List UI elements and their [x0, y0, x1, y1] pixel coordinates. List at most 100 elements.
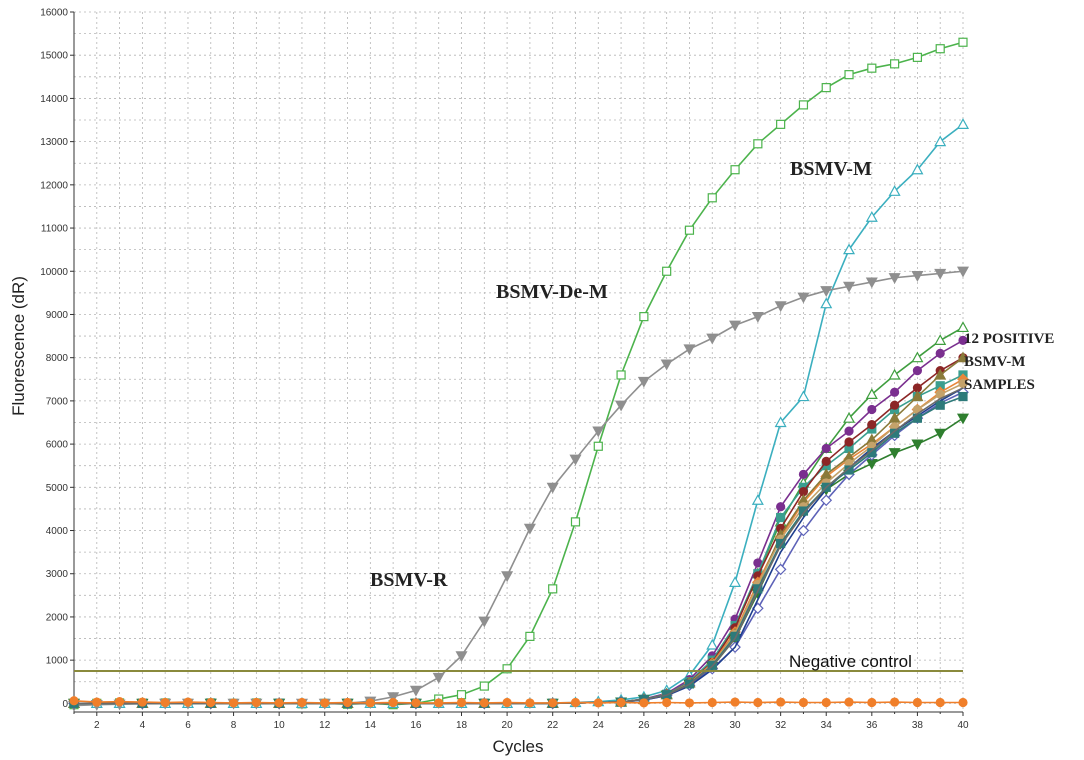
- data-point: [411, 698, 421, 708]
- x-tick-label: 18: [456, 720, 468, 731]
- label-positive-line-2: BSMV-M: [964, 354, 1025, 370]
- data-point: [388, 697, 398, 708]
- data-point: [888, 368, 901, 380]
- data-point: [821, 456, 831, 466]
- data-point: [320, 698, 330, 708]
- data-point: [820, 494, 833, 507]
- data-point: [958, 335, 968, 345]
- data-point: [890, 387, 900, 397]
- data-point: [934, 428, 947, 440]
- data-point: [502, 697, 512, 708]
- grid: [73, 11, 964, 712]
- data-point: [911, 439, 924, 451]
- data-point: [956, 413, 970, 425]
- data-point: [365, 698, 375, 708]
- data-point: [890, 59, 900, 69]
- data-point: [569, 454, 582, 466]
- data-point: [844, 70, 854, 80]
- x-tick-label: 6: [185, 720, 191, 731]
- data-point: [639, 312, 649, 322]
- data-point: [592, 426, 605, 438]
- data-point: [342, 697, 353, 708]
- series-line: [73, 699, 963, 704]
- y-tick-label: 7000: [46, 396, 69, 407]
- data-point: [525, 698, 535, 708]
- label-negative-control: Negative control: [789, 652, 912, 671]
- data-point: [821, 697, 831, 708]
- series-0: [69, 37, 968, 710]
- data-point: [867, 697, 877, 708]
- axes: 2 4 6 8 10 12 14 16 18 20 22 24 26 28 30 32 34 36 38 400100…: [40, 8, 969, 732]
- data-point: [776, 119, 786, 129]
- data-point: [523, 523, 536, 535]
- data-point: [888, 448, 901, 459]
- data-point: [616, 697, 626, 708]
- data-point: [865, 211, 878, 222]
- data-point: [890, 697, 900, 707]
- data-point: [479, 681, 489, 691]
- data-point: [160, 697, 170, 708]
- data-point: [867, 63, 877, 73]
- series-line: [74, 339, 964, 705]
- x-tick-label: 10: [274, 720, 286, 731]
- data-point: [525, 631, 535, 641]
- series-group: [67, 37, 970, 712]
- data-point: [776, 697, 786, 707]
- data-point: [820, 286, 833, 297]
- x-tick-label: 4: [140, 720, 146, 731]
- data-point: [774, 416, 787, 428]
- data-point: [729, 576, 742, 587]
- data-point: [707, 193, 717, 203]
- data-point: [251, 697, 261, 708]
- x-tick-label: 34: [821, 720, 833, 731]
- y-tick-label: 3000: [46, 569, 69, 580]
- data-point: [935, 348, 945, 358]
- data-point: [434, 698, 444, 708]
- data-point: [797, 390, 810, 402]
- label-bsmv-m: BSMV-M: [790, 158, 872, 180]
- data-point: [593, 698, 603, 708]
- y-tick-label: 15000: [40, 51, 68, 62]
- series-2: [67, 266, 970, 712]
- data-point: [548, 584, 558, 594]
- data-point: [751, 494, 764, 505]
- data-point: [888, 185, 901, 196]
- x-tick-label: 38: [912, 720, 924, 731]
- data-point: [798, 469, 809, 479]
- data-point: [911, 390, 924, 402]
- series-15: [69, 696, 968, 708]
- data-point: [730, 697, 740, 707]
- data-point: [798, 697, 809, 708]
- y-axis-title: Fluorescence (dR): [9, 276, 28, 416]
- data-point: [935, 400, 945, 410]
- data-point: [820, 297, 833, 309]
- x-tick-label: 28: [684, 720, 696, 731]
- data-point: [843, 281, 856, 293]
- data-point: [958, 391, 968, 402]
- y-tick-label: 16000: [40, 8, 68, 19]
- data-point: [206, 697, 216, 708]
- data-point: [888, 273, 901, 284]
- label-positive-line-1: 12 POSITIVE: [964, 331, 1054, 347]
- data-point: [934, 368, 947, 380]
- data-point: [730, 165, 740, 175]
- data-point: [753, 697, 763, 708]
- x-tick-label: 2: [94, 720, 100, 731]
- data-point: [137, 697, 147, 707]
- data-point: [753, 139, 763, 149]
- data-point: [730, 631, 740, 641]
- data-point: [501, 571, 514, 583]
- data-point: [456, 697, 467, 708]
- data-point: [706, 638, 719, 650]
- data-point: [684, 698, 695, 708]
- label-bsmv-r: BSMV-R: [370, 569, 448, 591]
- y-tick-label: 5000: [46, 483, 69, 494]
- y-tick-label: 8000: [46, 353, 69, 364]
- y-tick-label: 6000: [46, 440, 69, 451]
- x-tick-label: 22: [547, 720, 559, 731]
- data-point: [684, 225, 695, 235]
- data-point: [935, 44, 945, 54]
- y-tick-label: 14000: [40, 94, 68, 105]
- data-point: [798, 100, 809, 110]
- data-point: [821, 83, 831, 93]
